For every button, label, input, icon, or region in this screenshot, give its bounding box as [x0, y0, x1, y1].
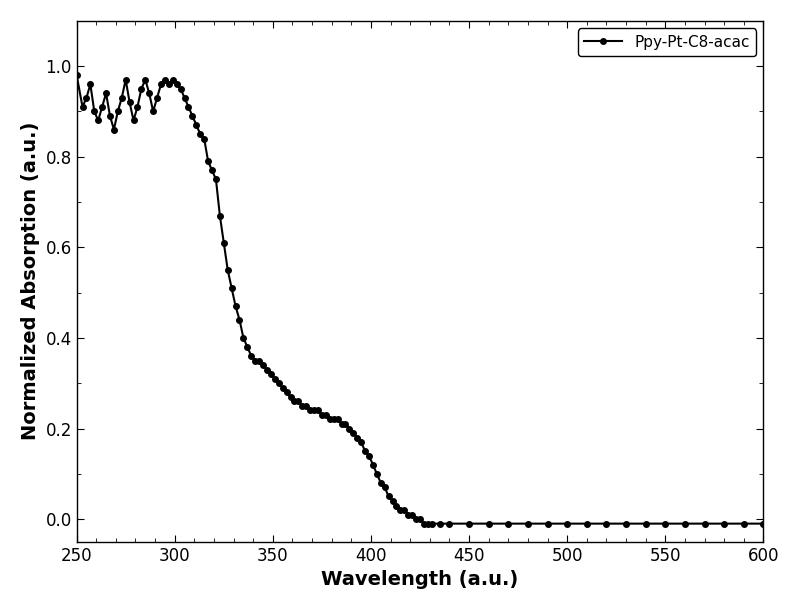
- Ppy-Pt-C8-acac: [105, 112, 114, 120]
- Ppy-Pt-C8-acac: [306, 407, 315, 414]
- Ppy-Pt-C8-acac: [215, 212, 225, 219]
- Line: Ppy-Pt-C8-acac: Ppy-Pt-C8-acac: [74, 73, 766, 526]
- Ppy-Pt-C8-acac: [302, 402, 311, 409]
- Ppy-Pt-C8-acac: [758, 520, 768, 527]
- Ppy-Pt-C8-acac: [191, 121, 201, 129]
- Legend: Ppy-Pt-C8-acac: Ppy-Pt-C8-acac: [578, 29, 756, 56]
- Ppy-Pt-C8-acac: [72, 71, 82, 79]
- X-axis label: Wavelength (a.u.): Wavelength (a.u.): [322, 570, 518, 589]
- Ppy-Pt-C8-acac: [419, 520, 429, 527]
- Ppy-Pt-C8-acac: [353, 434, 362, 441]
- Y-axis label: Normalized Absorption (a.u.): Normalized Absorption (a.u.): [21, 122, 40, 440]
